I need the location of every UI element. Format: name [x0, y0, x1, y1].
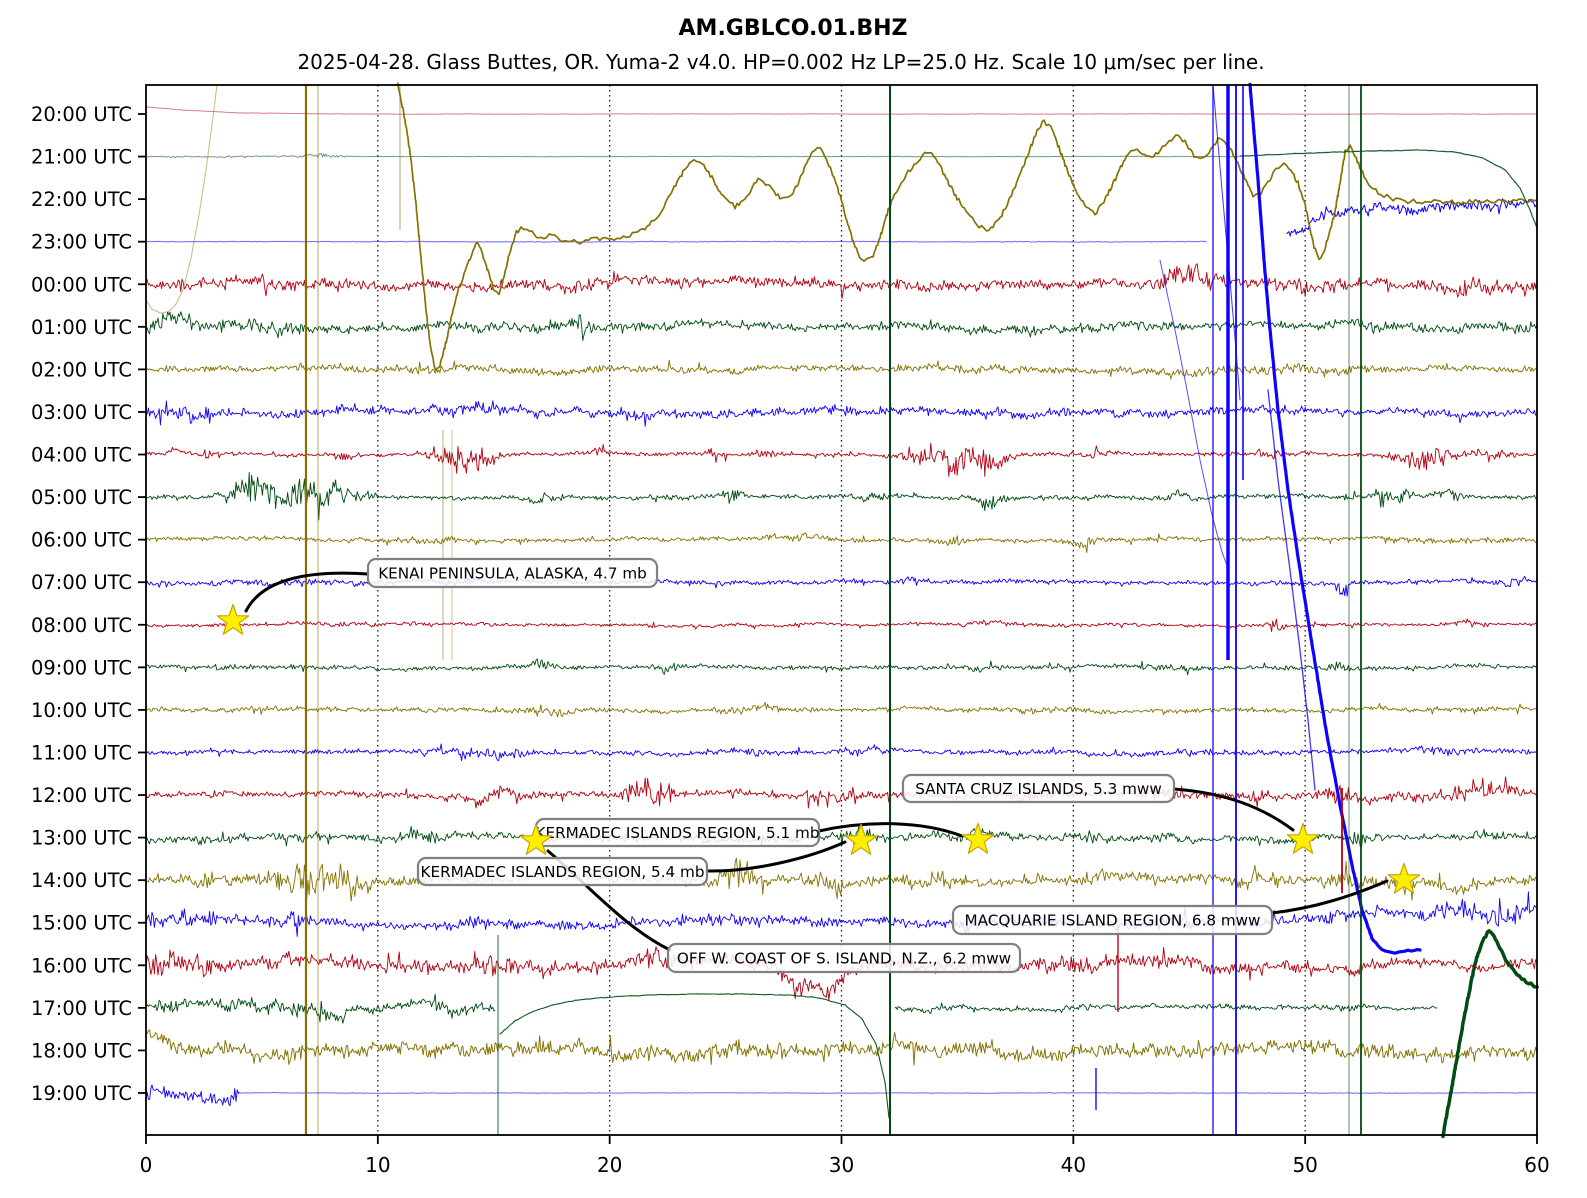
event-star-icon	[961, 822, 995, 854]
y-axis-label: 00:00 UTC	[31, 273, 132, 296]
trace-row-1100utc	[145, 743, 1538, 762]
y-axis-label: 16:00 UTC	[31, 954, 132, 977]
trace-1700-mountain	[1441, 929, 1539, 1139]
x-tick-label: 0	[140, 1153, 153, 1177]
event-connector	[705, 840, 847, 873]
trace-row-1700utc	[145, 993, 496, 1024]
trace-2300-big-descent	[1248, 82, 1422, 955]
event-connector	[244, 571, 370, 613]
event-label-box	[901, 773, 1176, 804]
x-tick-label: 20	[597, 1153, 622, 1177]
trace-row-1000utc	[145, 702, 1538, 718]
trace-row-1500utc	[145, 891, 1538, 937]
trace-row-2000utc	[145, 106, 1537, 115]
event-connector	[1172, 787, 1295, 832]
event-label: KERMADEC ISLANDS REGION, 5.4 mb	[421, 863, 705, 881]
y-axis-label: 01:00 UTC	[31, 316, 132, 339]
trace-row-1800utc	[145, 1029, 1538, 1066]
event-connector	[1270, 879, 1389, 915]
trace-row-0800utc	[145, 618, 1538, 633]
event-label-box	[416, 856, 709, 887]
trace-1700-recovery	[499, 993, 890, 1119]
y-axis-label: 14:00 UTC	[31, 869, 132, 892]
event-star-icon	[216, 603, 250, 635]
y-axis-label: 02:00 UTC	[31, 358, 132, 381]
event-star-icon	[1387, 862, 1421, 894]
x-tick-label: 50	[1292, 1153, 1317, 1177]
trace-row-0900utc	[145, 658, 1538, 676]
x-tick-label: 30	[829, 1153, 854, 1177]
trace-row-1700utc	[894, 1002, 1438, 1014]
trace-row-0100utc	[145, 311, 1538, 341]
event-star-icon	[1286, 822, 1320, 854]
trace-row-0600utc	[145, 532, 1537, 554]
trace-2300-thin-diag-c	[1267, 389, 1316, 791]
y-axis-label: 09:00 UTC	[31, 656, 132, 679]
trace-row-0400utc	[145, 442, 1538, 477]
y-axis-label: 19:00 UTC	[31, 1082, 132, 1105]
trace-row-1900utc	[145, 1084, 240, 1107]
y-axis-label: 10:00 UTC	[31, 699, 132, 722]
y-axis-label: 17:00 UTC	[31, 997, 132, 1020]
event-label-box	[666, 942, 1022, 974]
y-axis-label: 20:00 UTC	[31, 103, 132, 126]
event-label: SANTA CRUZ ISLANDS, 5.3 mww	[915, 780, 1162, 798]
trace-row-2300utc	[145, 240, 1207, 243]
event-star-icon	[844, 823, 878, 855]
y-axis-label: 21:00 UTC	[31, 146, 132, 169]
trace-2100-tail	[1239, 149, 1538, 229]
y-axis-label: 22:00 UTC	[31, 188, 132, 211]
event-label: KENAI PENINSULA, ALASKA, 4.7 mb	[378, 565, 647, 583]
plot-subtitle: 2025-04-28. Glass Buttes, OR. Yuma-2 v4.…	[297, 50, 1265, 74]
y-axis-label: 23:00 UTC	[31, 231, 132, 254]
y-axis-label: 03:00 UTC	[31, 401, 132, 424]
event-star-icon	[519, 823, 553, 855]
y-axis-label: 15:00 UTC	[31, 912, 132, 935]
trace-2200-wander	[397, 82, 1538, 372]
event-label: OFF W. COAST OF S. ISLAND, N.Z., 6.2 mww	[677, 950, 1011, 968]
trace-row-0500utc	[145, 471, 1538, 521]
trace-row-0000utc	[145, 263, 1538, 299]
page-title: AM.GBLCO.01.BHZ	[678, 16, 908, 41]
trace-row-2100utc	[145, 152, 1240, 159]
y-axis-label: 13:00 UTC	[31, 827, 132, 850]
y-axis-label: 18:00 UTC	[31, 1039, 132, 1062]
y-axis-label: 05:00 UTC	[31, 486, 132, 509]
trace-row-2300utc	[1286, 198, 1537, 237]
event-label-box	[366, 557, 659, 589]
y-axis-label: 11:00 UTC	[31, 741, 132, 764]
trace-row-1600utc	[145, 946, 1538, 1001]
trace-2200-recovery-left	[145, 84, 218, 314]
trace-row-1400utc	[145, 857, 1538, 902]
event-label: MACQUARIE ISLAND REGION, 6.8 mww	[965, 912, 1261, 930]
trace-row-0200utc	[145, 359, 1538, 380]
y-axis-label: 06:00 UTC	[31, 529, 132, 552]
trace-row-1900utc	[239, 1092, 1536, 1094]
y-axis-label: 07:00 UTC	[31, 571, 132, 594]
trace-row-0300utc	[145, 400, 1538, 427]
y-axis-label: 12:00 UTC	[31, 784, 132, 807]
x-tick-label: 60	[1524, 1153, 1549, 1177]
event-label-box	[951, 904, 1274, 936]
event-label: KERMADEC ISLANDS REGION, 5.1 mb	[536, 824, 820, 842]
x-tick-label: 40	[1061, 1153, 1086, 1177]
y-axis-label: 08:00 UTC	[31, 614, 132, 637]
y-axis-label: 04:00 UTC	[31, 444, 132, 467]
trace-row-1200utc	[145, 776, 1538, 809]
event-connector	[817, 822, 964, 838]
x-tick-label: 10	[365, 1153, 390, 1177]
